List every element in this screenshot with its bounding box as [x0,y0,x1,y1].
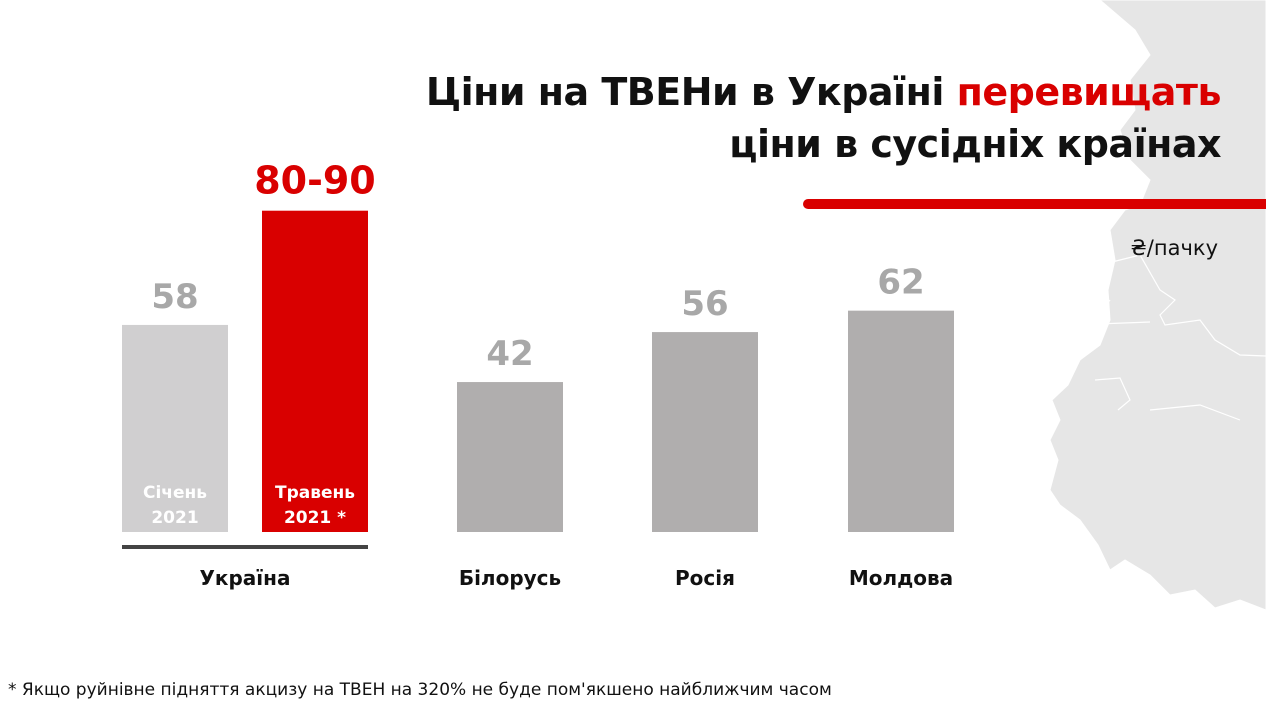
unit-label: ₴/пачку [1130,236,1218,260]
group-bracket [122,545,368,549]
data-label: 56 [681,284,728,324]
bar [652,332,758,532]
bar-inner-label: 2021 [151,508,198,528]
map-borders [1054,254,1266,421]
map-landmass [1049,0,1266,611]
category-label: Молдова [849,566,953,590]
data-label: 80-90 [254,159,376,203]
data-label: 58 [151,277,198,317]
footnote: * Якщо руйнівне підняття акцизу на ТВЕН … [8,680,832,700]
bar [457,382,563,532]
slide-title: Ціни на ТВЕНи в Україні перевищать ціни … [425,66,1222,170]
bar [262,210,368,532]
category-label: Білорусь [459,566,561,590]
title-highlight: перевищать [956,70,1222,114]
data-label: 42 [486,334,533,374]
bar [122,324,228,532]
data-label: 62 [877,263,924,303]
category-label: Україна [200,566,291,590]
title-line1: Ціни на ТВЕНи в Україні [425,70,945,114]
category-label: Росія [675,566,735,590]
title-underline [803,199,1266,209]
title-line2: ціни в сусідніх країнах [729,122,1221,166]
bar-inner-label: Травень [275,483,355,503]
bar-inner-label: 2021 * [284,508,346,528]
bar-inner-label: Січень [143,483,207,503]
bar [848,310,954,532]
